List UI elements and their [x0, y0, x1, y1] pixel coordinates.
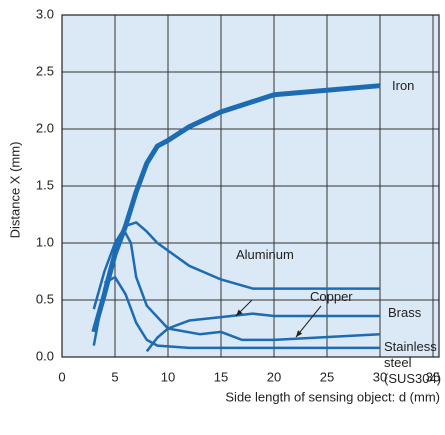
- x-axis-title: Side length of sensing object: d (mm): [225, 389, 440, 404]
- y-axis-title: Distance X (mm): [7, 142, 22, 239]
- y-tick-label: 2.0: [36, 120, 54, 135]
- x-tick-label: 35: [426, 369, 440, 384]
- series-label: Iron: [392, 78, 415, 93]
- y-tick-label: 1.0: [36, 234, 54, 249]
- y-tick-label: 2.5: [36, 63, 54, 78]
- arrow-head: [236, 309, 243, 316]
- arrow-head: [296, 330, 303, 337]
- series-line: [91, 83, 381, 333]
- x-tick-label: 5: [111, 369, 118, 384]
- x-tick-label: 30: [373, 369, 387, 384]
- series-line: [92, 221, 380, 310]
- y-tick-label: 0.0: [36, 348, 54, 363]
- x-tick-label: 10: [161, 369, 175, 384]
- y-tick-label: 0.5: [36, 291, 54, 306]
- series-label: Brass: [388, 305, 422, 320]
- x-tick-label: 25: [320, 369, 334, 384]
- x-tick-label: 0: [58, 369, 65, 384]
- series-label: Stainless steel (SUS304): [384, 339, 442, 386]
- series-label: Aluminum: [236, 247, 294, 262]
- series-line: [145, 312, 380, 353]
- plot-frame: [61, 14, 440, 358]
- series-line: [92, 228, 381, 346]
- annotation-arrow: [295, 305, 322, 338]
- y-tick-label: 3.0: [36, 6, 54, 21]
- x-tick-label: 20: [267, 369, 281, 384]
- y-tick-label: 1.5: [36, 177, 54, 192]
- series-label: Copper: [310, 289, 353, 304]
- series-line: [103, 275, 380, 350]
- x-tick-label: 15: [214, 369, 228, 384]
